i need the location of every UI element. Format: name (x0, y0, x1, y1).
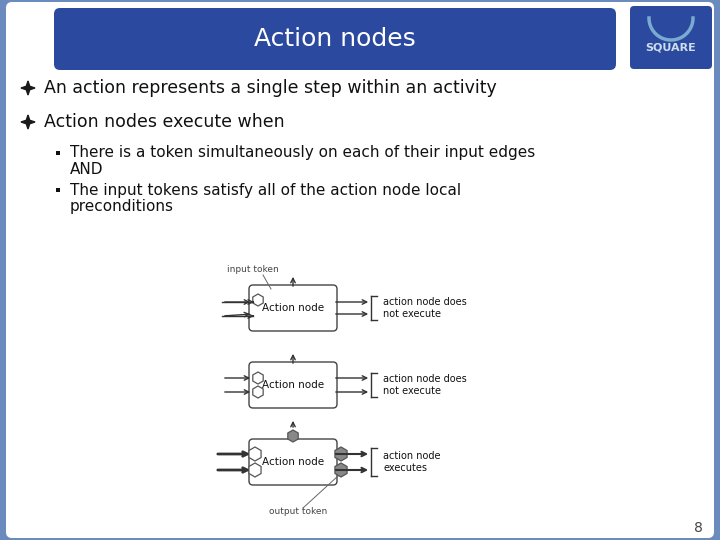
Polygon shape (335, 463, 347, 477)
Text: action node does
not execute: action node does not execute (383, 297, 467, 319)
FancyBboxPatch shape (55, 187, 60, 192)
Text: An action represents a single step within an activity: An action represents a single step withi… (44, 79, 497, 97)
FancyBboxPatch shape (249, 362, 337, 408)
Text: action node does
not execute: action node does not execute (383, 374, 467, 396)
Text: Action node: Action node (262, 303, 324, 313)
FancyBboxPatch shape (54, 8, 616, 70)
FancyBboxPatch shape (249, 439, 337, 485)
Text: SQUARE: SQUARE (646, 43, 696, 53)
Polygon shape (21, 81, 35, 95)
Text: action node
executes: action node executes (383, 451, 441, 473)
FancyBboxPatch shape (249, 285, 337, 331)
Text: The input tokens satisfy all of the action node local: The input tokens satisfy all of the acti… (70, 183, 461, 198)
Text: Action nodes: Action nodes (254, 27, 416, 51)
FancyBboxPatch shape (630, 6, 712, 69)
Text: input token: input token (227, 266, 279, 274)
Text: 8: 8 (693, 521, 703, 535)
FancyBboxPatch shape (55, 151, 60, 156)
FancyBboxPatch shape (6, 2, 714, 538)
Text: Action nodes execute when: Action nodes execute when (44, 113, 284, 131)
Text: output token: output token (269, 508, 327, 516)
Polygon shape (288, 430, 298, 442)
Text: There is a token simultaneously on each of their input edges: There is a token simultaneously on each … (70, 145, 535, 160)
Polygon shape (249, 447, 261, 461)
Polygon shape (249, 463, 261, 477)
Text: preconditions: preconditions (70, 199, 174, 214)
Text: Action node: Action node (262, 457, 324, 467)
Polygon shape (253, 294, 264, 306)
Polygon shape (253, 386, 264, 398)
Text: AND: AND (70, 163, 104, 178)
Polygon shape (253, 372, 264, 384)
Polygon shape (335, 447, 347, 461)
Polygon shape (21, 115, 35, 129)
Text: Action node: Action node (262, 380, 324, 390)
